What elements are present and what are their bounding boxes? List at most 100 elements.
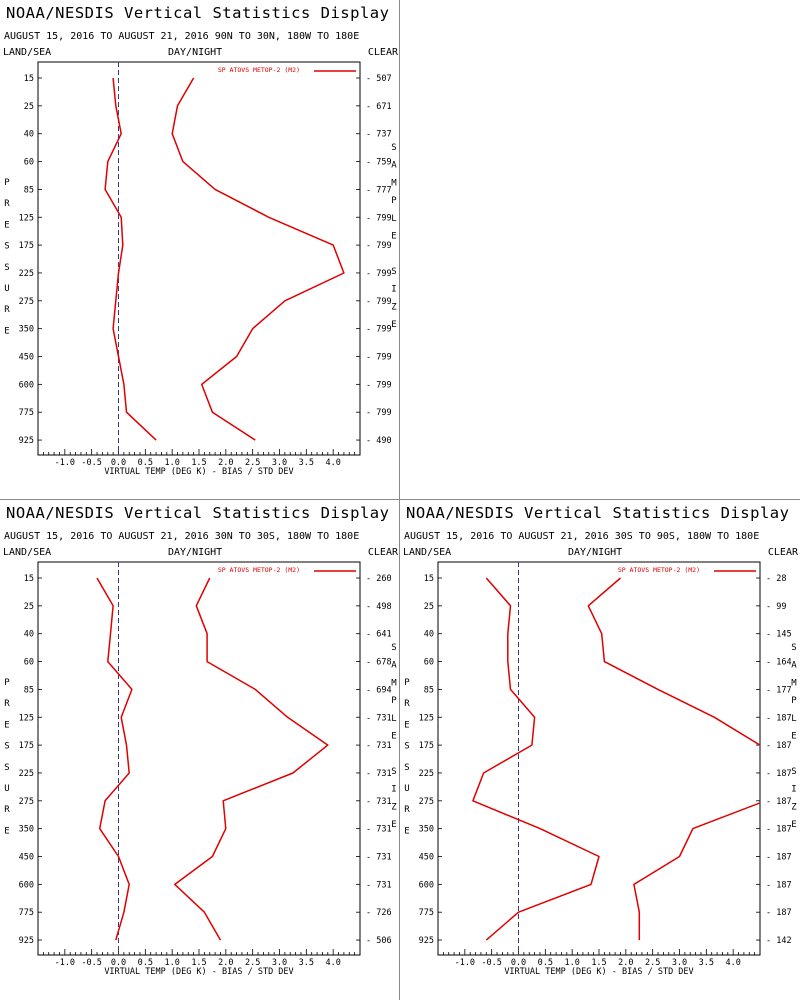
pressure-axis-letter: S (4, 242, 9, 252)
sample-size-letter: S (791, 767, 796, 777)
pressure-level-label: 225 (19, 269, 34, 279)
sample-size-label: - 737 (366, 130, 392, 140)
sample-size-letter: S (391, 767, 396, 777)
sample-size-letter: M (391, 178, 397, 188)
sample-size-letter: L (391, 214, 396, 224)
sample-size-letter: P (391, 696, 397, 706)
sample-size-label: - 145 (766, 630, 792, 640)
land-sea-label: LAND/SEA (3, 47, 52, 58)
pressure-level-label: 775 (19, 908, 34, 918)
pressure-axis-letter: S (4, 763, 9, 773)
vertical-stats-plot: -1.0 -0.5 0.0 0.5 1.0 1.5 2.0 2.5 3.0 3.5 4.0 VIRTU… (4, 561, 397, 977)
clear-label: CLEAR (767, 547, 798, 558)
pressure-axis-letter: U (4, 284, 9, 294)
pressure-level-label: 350 (19, 325, 34, 335)
x-tick-label: 3.0 (672, 958, 687, 968)
sample-size-label: - 507 (366, 74, 392, 84)
pressure-level-label: 15 (424, 574, 434, 584)
series-line-bias (104, 77, 157, 441)
sample-size-label: - 726 (366, 908, 392, 918)
x-tick-label: 1.0 (564, 958, 579, 968)
series-line-std-dev (587, 577, 760, 941)
land-sea-label: LAND/SEA (403, 547, 452, 558)
sample-size-label: - 731 (366, 825, 392, 835)
x-tick-label: 0.0 (111, 458, 126, 468)
x-tick-label: 2.0 (218, 958, 233, 968)
pressure-level-label: 225 (19, 769, 34, 779)
legend-label: SP ATOVS METOP-2 (M2) (218, 66, 300, 74)
x-tick-label: 0.5 (538, 958, 553, 968)
pressure-level-label: 175 (19, 241, 34, 251)
pressure-axis-letter: S (4, 742, 9, 752)
panel-divider-horizontal (0, 499, 800, 500)
sample-size-label: - 187 (766, 769, 792, 779)
sample-size-label: - 799 (366, 241, 392, 251)
pressure-level-label: 40 (424, 630, 434, 640)
stats-panel-tropics: NOAA/NESDIS Vertical Statistics Display … (0, 500, 400, 1000)
pressure-axis-letter: E (404, 720, 409, 730)
x-tick-label: 2.5 (245, 958, 260, 968)
plot-frame (437, 561, 761, 956)
x-tick-label: 3.5 (299, 958, 314, 968)
sample-size-letter: S (391, 143, 396, 153)
clear-label: CLEAR (367, 547, 398, 558)
sample-size-label: - 799 (366, 380, 392, 390)
pressure-level-label: 15 (24, 574, 34, 584)
sample-size-label: - 799 (366, 213, 392, 223)
series-group (96, 577, 329, 941)
series-group (472, 577, 760, 941)
pressure-axis-letter: R (4, 199, 10, 209)
sample-size-label: - 731 (366, 880, 392, 890)
sample-size-letter: Z (391, 302, 397, 312)
series-group (104, 77, 345, 441)
pressure-axis-letter: P (4, 678, 10, 688)
panel-title: NOAA/NESDIS Vertical Statistics Display (6, 4, 390, 22)
x-tick-label: 0.5 (138, 458, 153, 468)
vertical-stats-plot: -1.0 -0.5 0.0 0.5 1.0 1.5 2.0 2.5 3.0 3.5 4.0 VIRTU… (4, 61, 397, 477)
sample-size-label: - 678 (366, 658, 392, 668)
pressure-level-label: 600 (419, 880, 434, 890)
sample-size-label: - 164 (766, 658, 792, 668)
x-tick-label: 3.5 (699, 958, 714, 968)
x-tick-label: 0.0 (511, 958, 526, 968)
sample-size-letter: A (791, 661, 797, 671)
sample-size-letter: S (391, 267, 396, 277)
pressure-axis-letter: E (4, 326, 9, 336)
pressure-level-label: 40 (24, 130, 34, 140)
pressure-level-label: 275 (19, 297, 34, 307)
sample-size-label: - 490 (366, 436, 392, 446)
sample-size-label: - 187 (766, 741, 792, 751)
sample-size-letter: P (391, 196, 397, 206)
sample-size-label: - 799 (366, 408, 392, 418)
pressure-level-label: 125 (19, 713, 34, 723)
x-tick-label: 4.0 (325, 958, 340, 968)
sample-size-label: - 759 (366, 158, 392, 168)
pressure-level-label: 350 (419, 825, 434, 835)
x-tick-label: 3.0 (272, 458, 287, 468)
pressure-level-label: 275 (419, 797, 434, 807)
sample-size-letter: I (391, 285, 396, 295)
x-tick-label: -0.5 (81, 958, 101, 968)
pressure-level-label: 60 (24, 658, 34, 668)
sample-size-label: - 99 (766, 602, 786, 612)
pressure-axis-letter: U (4, 784, 9, 794)
stats-panel-south: NOAA/NESDIS Vertical Statistics Display … (400, 500, 800, 1000)
sample-size-letter: E (791, 820, 796, 830)
sample-size-letter: E (391, 320, 396, 330)
sample-size-label: - 142 (766, 936, 792, 946)
x-tick-label: 4.0 (325, 458, 340, 468)
pressure-axis-letter: E (404, 826, 409, 836)
sample-size-letter: S (391, 643, 396, 653)
x-tick-label: 3.5 (299, 458, 314, 468)
panel-subtitle: AUGUST 15, 2016 TO AUGUST 21, 2016 30S T… (404, 531, 760, 542)
pressure-level-label: 15 (24, 74, 34, 84)
sample-size-label: - 694 (366, 685, 392, 695)
pressure-axis-letter: S (4, 263, 9, 273)
panel-title: NOAA/NESDIS Vertical Statistics Display (406, 504, 790, 522)
sample-size-label: - 777 (366, 185, 392, 195)
legend-label: SP ATOVS METOP-2 (M2) (618, 566, 700, 574)
pressure-axis-letter: R (404, 805, 410, 815)
sample-size-letter: I (791, 785, 796, 795)
sample-size-label: - 187 (766, 713, 792, 723)
sample-size-label: - 28 (766, 574, 786, 584)
